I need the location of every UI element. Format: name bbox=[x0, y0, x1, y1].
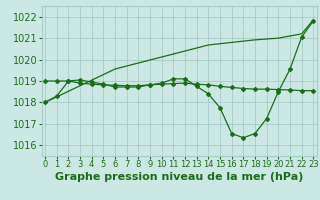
X-axis label: Graphe pression niveau de la mer (hPa): Graphe pression niveau de la mer (hPa) bbox=[55, 172, 303, 182]
